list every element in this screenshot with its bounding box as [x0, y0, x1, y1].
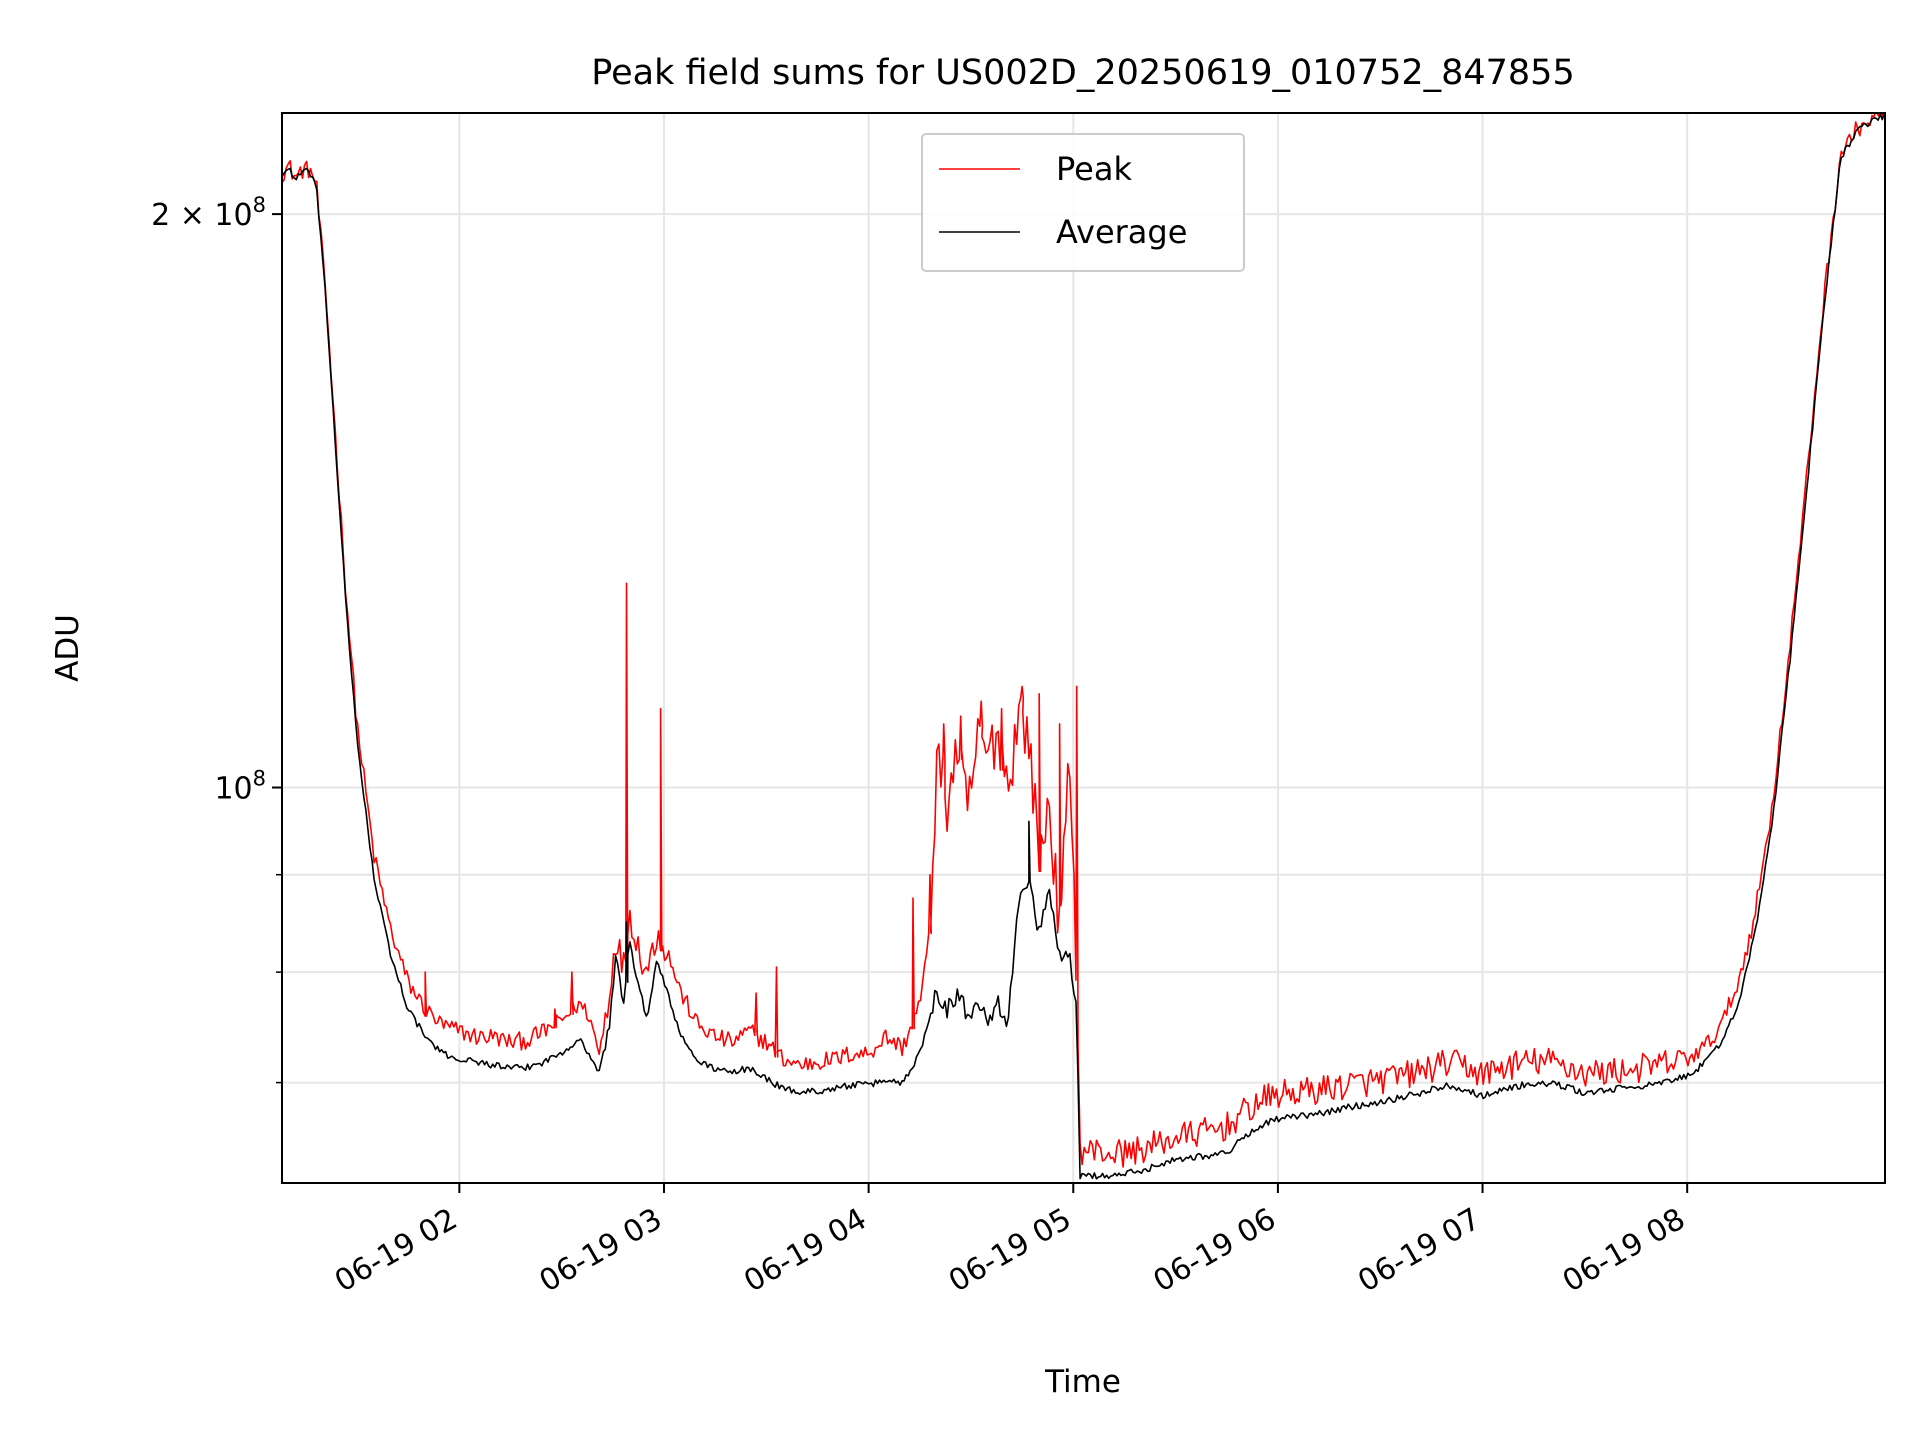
- x-tick-label-4: 06-19 06: [1148, 1202, 1282, 1300]
- legend-label-average: Average: [1056, 213, 1187, 251]
- x-tick-label-5: 06-19 07: [1352, 1202, 1486, 1300]
- grid-lines: [282, 113, 1885, 1183]
- plot-area: [282, 113, 1885, 1180]
- x-tick-label-2: 06-19 04: [738, 1202, 872, 1300]
- plot-frame: [281, 112, 1886, 1184]
- x-tick-label-3: 06-19 05: [943, 1202, 1077, 1300]
- y-tick-label-1: 2 × 108: [151, 193, 266, 233]
- legend: Peak Average: [921, 133, 1245, 272]
- x-axis: 06-19 02 06-19 03 06-19 04 06-19 05 06-19 06…: [329, 1183, 1691, 1299]
- series-line-average: [282, 113, 1885, 1180]
- y-axis-label: ADU: [50, 614, 86, 682]
- x-tick-label-1: 06-19 03: [534, 1202, 668, 1300]
- y-axis: 108 2 × 108: [151, 193, 282, 1084]
- x-tick-label-6: 06-19 08: [1557, 1202, 1691, 1300]
- legend-label-peak: Peak: [1056, 150, 1132, 188]
- series-line-peak: [282, 113, 1884, 1168]
- chart-title: Peak field sums for US002D_20250619_0107…: [591, 53, 1574, 93]
- x-tick-label-0: 06-19 02: [329, 1202, 463, 1300]
- y-tick-label-0: 108: [214, 767, 266, 807]
- x-axis-label: Time: [1044, 1364, 1121, 1400]
